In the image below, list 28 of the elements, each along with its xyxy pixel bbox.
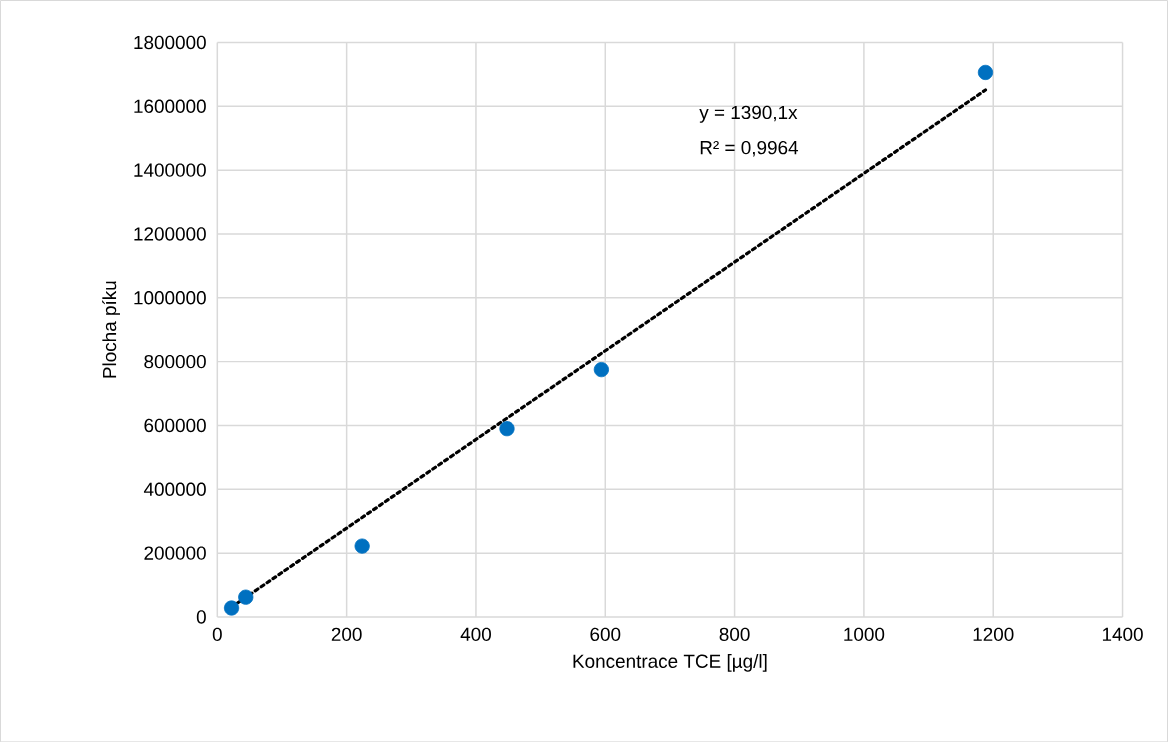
annotation: R² = 0,9964 [700,140,799,157]
point [977,64,994,80]
y-tick-label: 200000 [144,546,206,560]
x-tick-label: 600 [590,627,621,641]
x-tick-label: 400 [460,627,491,641]
x-tick-label: 1200 [973,627,1014,641]
y-axis-title: Plocha píku [102,281,120,378]
y-tick-label: 600000 [144,418,206,432]
point [354,538,370,554]
x-tick-label: 200 [331,627,362,641]
x-tick-label: 1400 [1102,627,1143,641]
x-tick-label: 800 [719,627,750,641]
y-tick-label: 1000000 [134,290,206,305]
y-tick-label: 1200000 [134,227,206,241]
x-axis-title: Koncentrace TCE [µg/l] [573,653,767,672]
y-tick-label: 1800000 [134,35,206,49]
x-tick-label: 1000 [844,627,885,641]
point [499,420,515,437]
annotation: y = 1390,1x [699,105,798,123]
point [238,589,254,605]
point [593,361,609,378]
point [223,600,240,616]
y-tick-label: 400000 [143,482,206,496]
y-tick-label: 1600000 [134,99,206,113]
x-tick-label: 0 [212,627,222,641]
y-tick-label: 0 [196,610,206,624]
y-tick-label: 800000 [144,354,206,369]
y-tick-label: 1400000 [134,163,206,177]
